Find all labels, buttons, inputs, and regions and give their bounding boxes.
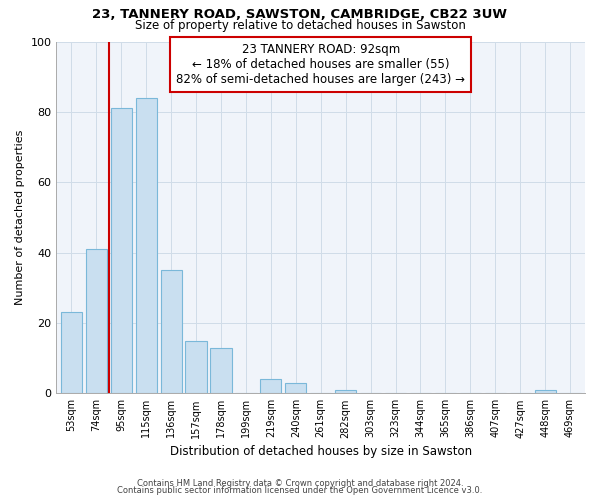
Bar (61, 312, 82, 394)
Bar (110, 108, 132, 394)
Bar (136, 98, 157, 394)
Bar (185, 340, 206, 394)
Bar (86, 249, 107, 394)
Bar (161, 270, 182, 394)
Bar (335, 390, 356, 394)
Text: 23, TANNERY ROAD, SAWSTON, CAMBRIDGE, CB22 3UW: 23, TANNERY ROAD, SAWSTON, CAMBRIDGE, CB… (92, 8, 508, 20)
X-axis label: Distribution of detached houses by size in Sawston: Distribution of detached houses by size … (170, 444, 472, 458)
Bar (285, 383, 307, 394)
Text: 23 TANNERY ROAD: 92sqm
← 18% of detached houses are smaller (55)
82% of semi-det: 23 TANNERY ROAD: 92sqm ← 18% of detached… (176, 44, 465, 86)
Bar (260, 379, 281, 394)
Text: Contains public sector information licensed under the Open Government Licence v3: Contains public sector information licen… (118, 486, 482, 495)
Bar (535, 390, 556, 394)
Y-axis label: Number of detached properties: Number of detached properties (15, 130, 25, 305)
Text: Contains HM Land Registry data © Crown copyright and database right 2024.: Contains HM Land Registry data © Crown c… (137, 478, 463, 488)
Text: Size of property relative to detached houses in Sawston: Size of property relative to detached ho… (134, 19, 466, 32)
Bar (211, 348, 232, 394)
